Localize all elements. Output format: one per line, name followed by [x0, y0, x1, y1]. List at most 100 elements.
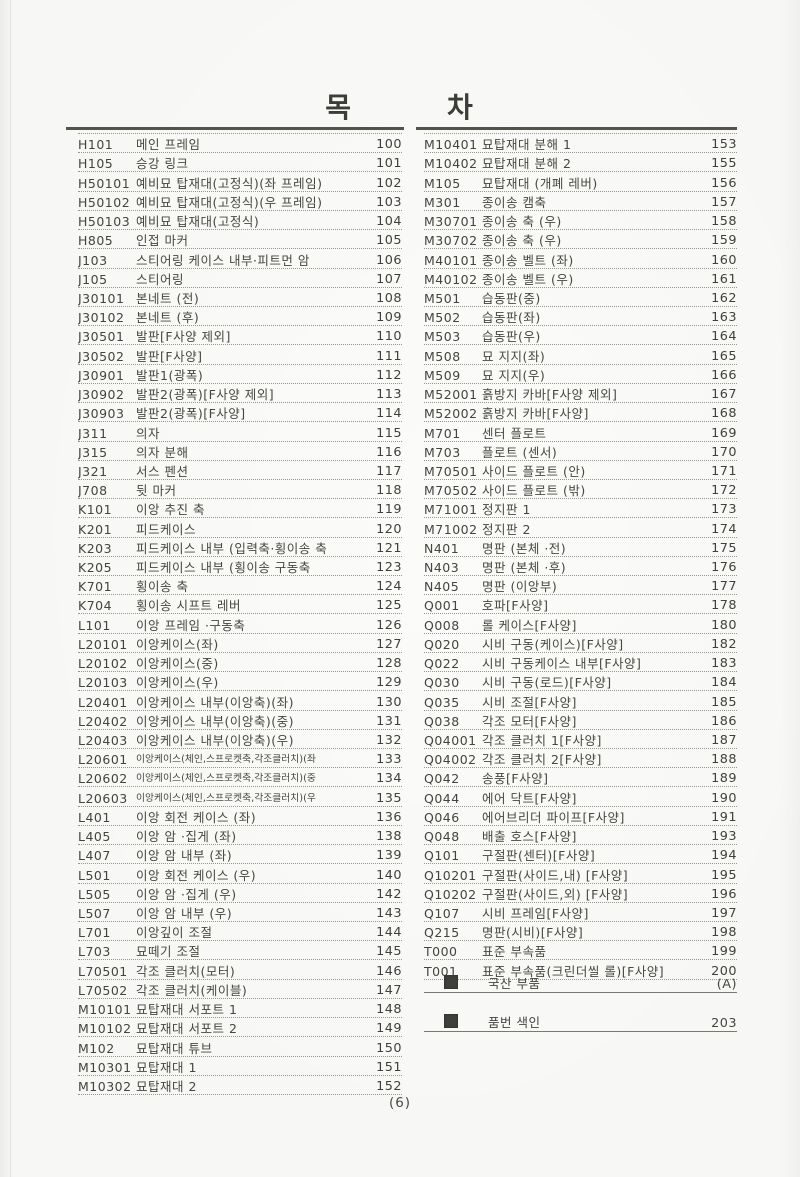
part-code: Q101	[424, 848, 460, 864]
part-code: M10401	[424, 137, 478, 153]
page-number: 157	[711, 194, 737, 210]
page-number: 146	[376, 963, 402, 979]
toc-row: Q10202 구절판(사이드,외) [F사양] 196	[424, 884, 737, 903]
toc-row: M10401 묘탑재대 분해 1 153	[424, 134, 737, 154]
part-title: 이앙 회전 케이스 (좌)	[136, 809, 257, 825]
part-title: 사이드 플로트 (밖)	[482, 483, 586, 499]
part-code: L401	[78, 809, 111, 825]
part-code: K701	[78, 579, 113, 595]
part-title: 시비 구동케이스 내부[F사양]	[482, 656, 642, 672]
page-number: 178	[711, 598, 737, 614]
toc-row: M10302 묘탑재대 2 152	[78, 1076, 402, 1095]
part-title: 횡이송 축	[136, 579, 189, 595]
page-number: 151	[376, 1059, 402, 1075]
page-number: 186	[711, 713, 737, 729]
page-number: 196	[711, 886, 737, 902]
part-code: T000	[424, 944, 458, 960]
part-code: M30701	[424, 214, 478, 230]
toc-row: M71002 정지판 2 174	[424, 518, 737, 538]
page-number: 149	[376, 1021, 402, 1037]
part-title: 구절판(센터)[F사양]	[482, 848, 596, 864]
page-number: 129	[376, 675, 402, 691]
part-code: M701	[424, 425, 461, 441]
toc-row: J30501 발판[F사양 제외] 110	[78, 326, 402, 346]
page-number: 101	[376, 156, 402, 172]
title-rule-right	[416, 127, 737, 130]
part-code: M102	[78, 1040, 115, 1056]
page-number: 173	[711, 502, 737, 518]
part-title: 습동판(우)	[482, 329, 541, 345]
toc-row: Q215 명판(시비)[F사양] 198	[424, 922, 737, 942]
solid-square-icon	[444, 1014, 458, 1028]
toc-column-right: M10401 묘탑재대 분해 1 153 M10402 묘탑재대 분해 2 155 M105…	[424, 133, 737, 980]
part-code: L505	[78, 886, 111, 902]
page-number: 166	[711, 367, 737, 383]
part-title: 묘탑재대 1	[136, 1059, 197, 1075]
page-number: 184	[711, 675, 737, 691]
part-code: N401	[424, 540, 460, 556]
toc-row: M501 습동판(중) 162	[424, 288, 737, 307]
part-title: 스티어링 케이스 내부·피트먼 암	[136, 252, 310, 268]
part-code: M52002	[424, 406, 478, 422]
part-title: 흙방지 카바[F사양]	[482, 406, 589, 422]
page-number: 153	[711, 137, 737, 153]
part-title: 이앙케이스 내부(이앙축)(우)	[136, 733, 294, 748]
part-code: M509	[424, 367, 461, 383]
page-number: 143	[376, 905, 402, 921]
toc-row: K101 이앙 추진 축 119	[78, 499, 402, 519]
part-title: 본네트 (전)	[136, 290, 200, 306]
toc-row: L505 이앙 암 ·집게 (우) 142	[78, 884, 402, 903]
page-number: 139	[376, 848, 402, 864]
part-title: 롤 케이스[F사양]	[482, 617, 577, 633]
page-number: 174	[711, 521, 737, 537]
page-number: 138	[376, 829, 402, 845]
part-title: 피드케이스	[136, 521, 197, 537]
toc-row: Q020 시비 구동(케이스)[F사양] 182	[424, 634, 737, 653]
part-title: 이앙 암 ·집게 (좌)	[136, 829, 237, 845]
part-title: 이앙케이스(우)	[136, 675, 219, 691]
part-title: 흙방지 카바[F사양 제외]	[482, 387, 618, 403]
toc-row: M40101 종이송 벨트 (좌) 160	[424, 249, 737, 269]
toc-row: H50103 예비묘 탑재대(고정식) 104	[78, 211, 402, 231]
part-code: M301	[424, 194, 461, 210]
page-number: 187	[711, 733, 737, 748]
legend-label: 국산 부품	[488, 976, 541, 991]
part-code: M10101	[78, 1002, 132, 1018]
toc-row: Q038 각조 모터[F사양] 186	[424, 711, 737, 730]
part-title: 각조 모터[F사양]	[482, 713, 577, 729]
part-code: Q107	[424, 905, 460, 921]
part-title: 시비 프레임[F사양]	[482, 905, 589, 921]
part-code: Q215	[424, 925, 460, 941]
page-number: 158	[711, 214, 737, 230]
part-title: 종이송 축 (우)	[482, 233, 562, 249]
page-number: 102	[376, 175, 402, 191]
toc-row: L20102 이앙케이스(중) 128	[78, 653, 402, 673]
page-number: 108	[376, 290, 402, 306]
page-number: 170	[711, 444, 737, 460]
toc-row: Q001 호파[F사양] 178	[424, 595, 737, 615]
page-number: 161	[711, 271, 737, 287]
part-title: 시비 구동(케이스)[F사양]	[482, 636, 624, 652]
part-code: Q04002	[424, 752, 477, 768]
toc-row: Q101 구절판(센터)[F사양] 194	[424, 845, 737, 865]
part-code: Q030	[424, 675, 460, 691]
part-code: M10301	[78, 1059, 132, 1075]
toc-row: T000 표준 부속품 199	[424, 941, 737, 961]
toc-row: L507 이앙 암 내부 (우) 143	[78, 903, 402, 922]
toc-row: M102 묘탑재대 튜브 150	[78, 1037, 402, 1057]
part-title: 종이송 벨트 (좌)	[482, 252, 574, 268]
part-title: 각조 클러치 1[F사양]	[482, 733, 602, 748]
part-title: 시비 조절[F사양]	[482, 694, 577, 710]
toc-row: H105 승강 링크 101	[78, 153, 402, 173]
part-title: 이앙케이스 내부(이앙축)(중)	[136, 713, 294, 729]
part-code: Q044	[424, 790, 460, 806]
toc-row: K701 횡이송 축 124	[78, 576, 402, 596]
part-code: Q10202	[424, 886, 477, 902]
part-code: M10302	[78, 1078, 132, 1094]
toc-row: L20601 이앙케이스(체인,스프로켓축,각조클러치)(좌 133	[78, 749, 402, 769]
page-number: 130	[376, 694, 402, 710]
toc-row: L20403 이앙케이스 내부(이앙축)(우) 132	[78, 730, 402, 749]
part-title: 묘떼기 조절	[136, 944, 201, 960]
part-title: 배출 호스[F사양]	[482, 829, 577, 845]
page-number: 126	[376, 617, 402, 633]
